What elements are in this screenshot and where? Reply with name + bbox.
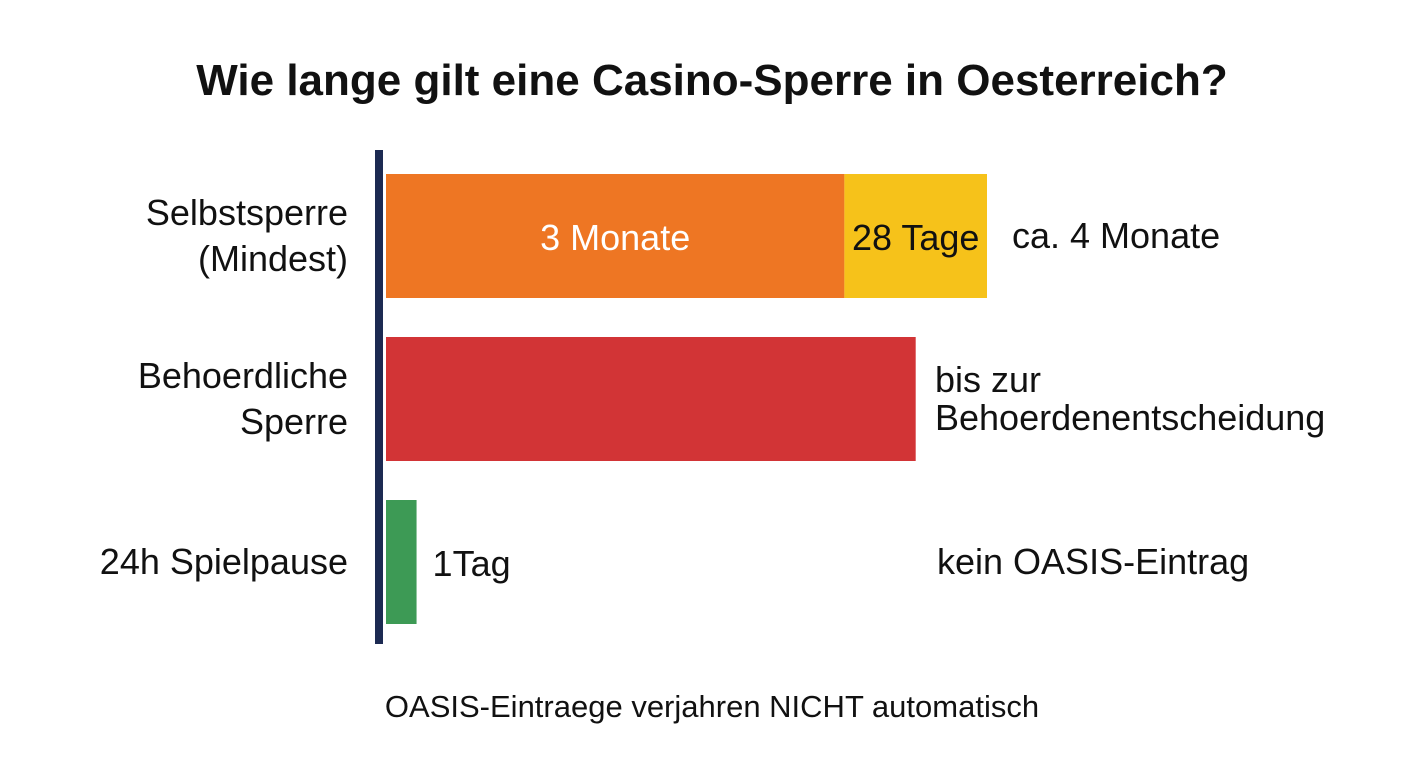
bar-data-label: 28 Tage: [852, 217, 979, 258]
bar-annotation: kein OASIS-Eintrag: [937, 541, 1249, 582]
bar-annotation: bis zur: [935, 359, 1041, 400]
chart-footnote: OASIS-Eintraege verjahren NICHT automati…: [385, 689, 1039, 724]
bar-segment: [386, 174, 845, 298]
bars-layer: Selbstsperre (Mindest) 3 Monate 28 Tage ca. …: [100, 174, 1325, 624]
category-label: (Mindest): [198, 238, 348, 279]
bar-segment: [844, 174, 987, 298]
bar-segment: [386, 337, 916, 461]
category-label: Sperre: [240, 401, 348, 442]
category-label: Selbstsperre: [146, 192, 348, 233]
bar-row: Behoerdliche Sperre bis zurBehoerdenentsch…: [138, 337, 1325, 461]
bar-row: Selbstsperre (Mindest) 3 Monate 28 Tage ca. …: [146, 174, 1220, 298]
bar-data-label: 3 Monate: [540, 217, 690, 258]
chart-title: Wie lange gilt eine Casino-Sperre in Oes…: [196, 56, 1227, 105]
bar-data-label: 1Tag: [433, 543, 511, 584]
bar-row: 24h Spielpause 1Tag kein OASIS-Eintrag: [100, 500, 1249, 624]
bar-annotation: Behoerdenentscheidung: [935, 397, 1325, 438]
bar-annotation: ca. 4 Monate: [1012, 215, 1220, 256]
category-label: Behoerdliche: [138, 355, 348, 396]
bar-segment: [386, 500, 417, 624]
category-label: 24h Spielpause: [100, 541, 348, 582]
